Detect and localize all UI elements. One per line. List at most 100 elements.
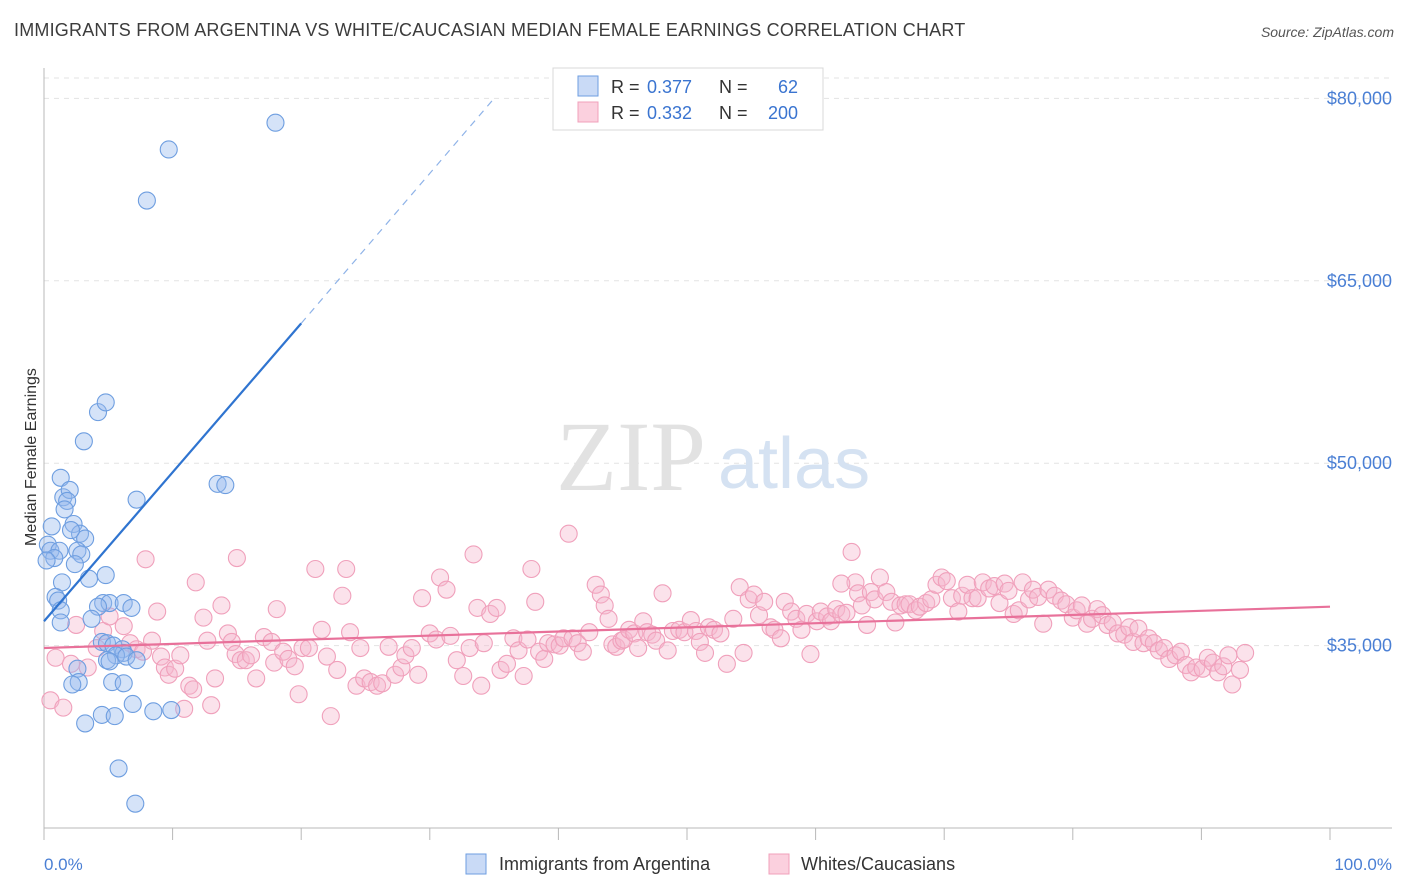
whites-point — [373, 674, 392, 693]
argentina-point — [96, 393, 115, 412]
watermark-atlas: atlas — [718, 424, 870, 504]
whites-point — [151, 647, 171, 666]
whites-point — [711, 624, 730, 643]
whites-point — [963, 589, 982, 608]
argentina-point — [127, 651, 146, 670]
argentina-point — [208, 474, 227, 493]
whites-point — [848, 584, 868, 603]
argentina-point — [127, 490, 146, 509]
argentina-point — [51, 468, 70, 487]
whites-point — [522, 559, 541, 579]
whites-point — [1230, 660, 1250, 679]
legend-r-value-blue: 0.377 — [647, 77, 692, 97]
whites-point — [1139, 629, 1158, 648]
whites-point — [559, 524, 578, 543]
whites-point — [857, 615, 877, 634]
whites-point — [886, 613, 905, 632]
argentina-point — [266, 113, 285, 132]
whites-point — [882, 592, 901, 611]
whites-point — [568, 634, 587, 653]
whites-point — [227, 548, 246, 568]
whites-point — [1034, 614, 1053, 633]
argentina-point — [159, 140, 178, 159]
whites-point — [497, 654, 517, 673]
whites-point — [647, 631, 666, 650]
axes — [43, 68, 1392, 829]
argentina-point — [105, 707, 124, 726]
argentina-point — [61, 521, 81, 540]
whites-point — [247, 669, 266, 688]
whites-point — [321, 707, 340, 726]
whites-point — [186, 573, 205, 592]
whites-point — [396, 646, 415, 665]
argentina-point — [51, 613, 70, 632]
whites-point — [341, 623, 360, 642]
whites-point — [681, 611, 700, 630]
x-tick-label-max: 100.0% — [1334, 855, 1392, 874]
whites-point — [724, 609, 743, 628]
whites-point — [730, 578, 749, 597]
y-tick-label: $35,000 — [1327, 636, 1392, 656]
argentina-point — [96, 566, 115, 585]
series-legend-swatch-pink — [768, 853, 790, 875]
argentina-point — [94, 593, 113, 613]
argentina-point — [76, 714, 95, 733]
x-tick-label-min: 0.0% — [44, 855, 83, 874]
whites-point — [236, 651, 255, 670]
whites-point — [932, 568, 951, 587]
gridlines — [44, 77, 1392, 647]
whites-point — [402, 638, 421, 658]
whites-point — [142, 631, 162, 650]
whites-point — [175, 699, 194, 718]
whites-point — [306, 559, 325, 579]
legend-swatch-blue — [577, 75, 599, 97]
whites-point — [917, 593, 936, 613]
whites-point — [1187, 658, 1206, 677]
whites-point — [212, 596, 231, 615]
whites-point — [1236, 643, 1255, 662]
whites-point — [771, 629, 790, 648]
whites-point — [54, 698, 73, 717]
whites-point — [289, 685, 308, 704]
whites-point — [351, 638, 370, 658]
whites-point — [580, 623, 599, 642]
watermark: ZIP atlas — [556, 401, 870, 512]
whites-point — [526, 592, 545, 611]
legend-n-label-pink: N = — [719, 103, 748, 123]
whites-point — [1004, 604, 1023, 624]
whites-point — [1223, 675, 1242, 694]
whites-point — [447, 651, 466, 670]
whites-point — [454, 666, 473, 686]
argentina-point — [42, 517, 61, 536]
whites-point — [896, 595, 915, 614]
argentina-point — [126, 794, 145, 813]
watermark-zip: ZIP — [556, 401, 706, 512]
whites-point — [563, 629, 582, 648]
whites-point — [614, 630, 634, 649]
argentina-point — [92, 705, 111, 724]
whites-point — [591, 585, 610, 604]
argentina-points — [37, 113, 285, 813]
whites-point — [194, 608, 213, 627]
whites-point — [136, 550, 155, 569]
whites-point — [846, 573, 865, 592]
whites-point — [166, 659, 185, 678]
argentina-point — [82, 609, 101, 628]
argentina-point — [122, 598, 141, 617]
whites-point — [464, 545, 483, 564]
argentina-point — [109, 759, 128, 778]
whites-point — [409, 665, 428, 684]
whites-point — [67, 615, 86, 634]
whites-point — [1052, 591, 1071, 610]
argentina-point — [123, 694, 142, 714]
y-tick-labels: $35,000 $50,000 $65,000 $80,000 — [1327, 88, 1392, 655]
argentina-point — [55, 500, 74, 519]
argentina-point — [117, 647, 136, 666]
chart-title: IMMIGRANTS FROM ARGENTINA VS WHITE/CAUCA… — [14, 20, 966, 40]
argentina-trend-line — [43, 322, 303, 622]
whites-point — [171, 646, 190, 665]
argentina-point — [114, 674, 133, 693]
whites-point — [148, 602, 167, 621]
series-legend-label-pink: Whites/Caucasians — [801, 854, 955, 874]
